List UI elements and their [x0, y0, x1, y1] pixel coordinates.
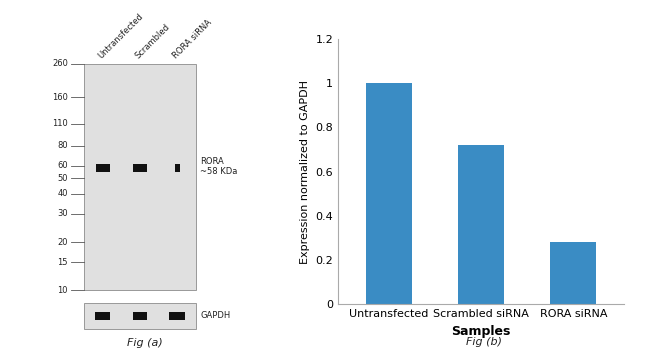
Text: 10: 10: [57, 286, 68, 295]
Text: 260: 260: [52, 59, 68, 68]
Bar: [169, 312, 185, 320]
Bar: [133, 312, 147, 320]
Text: 160: 160: [52, 93, 68, 102]
Text: RORA
~58 KDa: RORA ~58 KDa: [200, 156, 238, 176]
Text: 30: 30: [57, 209, 68, 218]
Text: RORA siRNA: RORA siRNA: [171, 18, 213, 60]
Bar: [84, 303, 196, 329]
Bar: [84, 64, 196, 290]
Text: 15: 15: [57, 258, 68, 267]
Text: 40: 40: [57, 189, 68, 198]
Bar: [96, 312, 111, 320]
Text: 50: 50: [57, 174, 68, 183]
Text: 80: 80: [57, 141, 68, 150]
X-axis label: Samples: Samples: [451, 325, 511, 338]
Text: 60: 60: [57, 161, 68, 170]
Bar: [133, 164, 147, 172]
Text: Untransfected: Untransfected: [97, 11, 145, 60]
Text: Fig (a): Fig (a): [127, 338, 162, 348]
Bar: [96, 164, 110, 172]
Bar: [366, 83, 412, 304]
Text: GAPDH: GAPDH: [200, 312, 231, 320]
Text: 110: 110: [52, 119, 68, 128]
Bar: [175, 164, 179, 172]
Bar: [550, 242, 596, 304]
Text: Scrambled: Scrambled: [134, 22, 172, 60]
Bar: [458, 145, 504, 304]
Text: 20: 20: [57, 238, 68, 247]
Text: Fig (b): Fig (b): [466, 337, 502, 347]
Y-axis label: Expression normalized to GAPDH: Expression normalized to GAPDH: [300, 80, 310, 264]
